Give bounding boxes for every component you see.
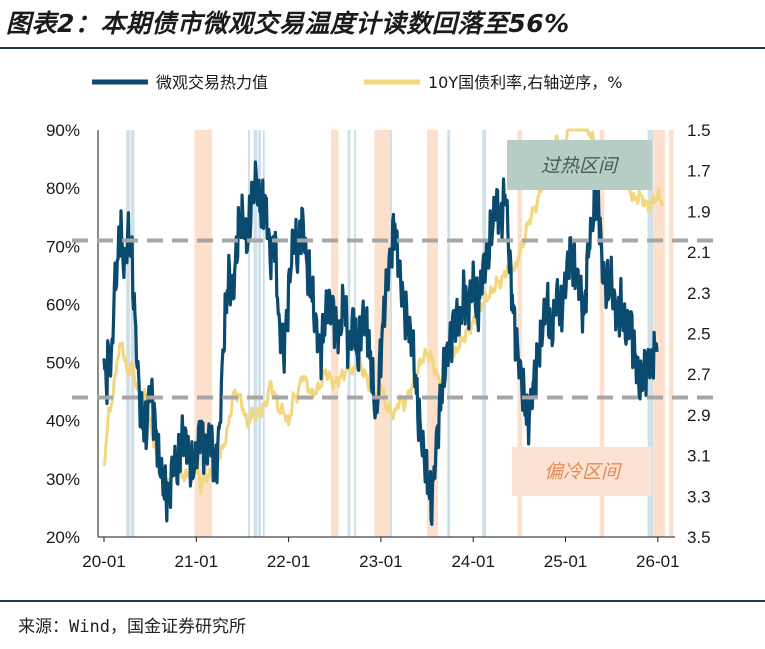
y-left-tick-label: 20% xyxy=(46,528,80,547)
legend-yield-label: 10Y国债利率,右轴逆序，% xyxy=(428,73,622,92)
overheat-band xyxy=(253,130,258,537)
x-tick-label: 22-01 xyxy=(267,552,310,571)
y-right-tick-label: 3.1 xyxy=(687,447,711,466)
overheat-band xyxy=(247,130,250,537)
title-underline xyxy=(0,47,765,49)
reference-lines xyxy=(72,238,713,400)
cold-label: 偏冷区间 xyxy=(544,461,623,483)
y-right-tick-label: 2.7 xyxy=(687,365,711,384)
y-left-tick-label: 40% xyxy=(46,412,80,431)
y-left-tick-label: 60% xyxy=(46,295,80,314)
x-tick-label: 26-01 xyxy=(636,552,679,571)
y-right-tick-label: 3.3 xyxy=(687,487,711,506)
y-left-tick-label: 90% xyxy=(46,121,80,140)
overheat-band xyxy=(647,130,654,537)
legend: 微观交易热力值 10Y国债利率,右轴逆序，% xyxy=(92,73,622,92)
footer-divider xyxy=(0,600,765,602)
series-lines xyxy=(102,128,664,526)
y-right-tick-label: 3.5 xyxy=(687,528,711,547)
x-tick-label: 21-01 xyxy=(175,552,218,571)
x-tick-label: 25-01 xyxy=(544,552,587,571)
y-right-tick-label: 2.5 xyxy=(687,325,711,344)
x-tick-label: 20-01 xyxy=(82,552,125,571)
overheat-band xyxy=(126,130,130,537)
source-note: 来源：Wind，国金证券研究所 xyxy=(18,617,246,637)
overheat-label: 过热区间 xyxy=(541,155,620,177)
y-right-tick-label: 2.9 xyxy=(687,406,711,425)
overheat-box xyxy=(507,140,652,190)
heat-line xyxy=(102,160,659,526)
chart-title: 图表2：本期债市微观交易温度计读数回落至56% xyxy=(6,9,570,38)
cold-band xyxy=(668,130,674,537)
y-right-tick-label: 2.1 xyxy=(687,243,711,262)
y-left-tick-label: 30% xyxy=(46,470,80,489)
y-right-tick-label: 1.7 xyxy=(687,162,711,181)
axes: 20% 30% 40% 50% 60% 70% 80% 90% 1.5 1.7 1.9 2.1 2.3 2… xyxy=(46,121,711,571)
legend-heat-label: 微观交易热力值 xyxy=(156,73,268,92)
x-tick-label: 24-01 xyxy=(451,552,494,571)
overheat-band xyxy=(262,130,265,537)
cold-band xyxy=(599,130,605,537)
overheat-band xyxy=(389,130,392,537)
y-left-tick-label: 50% xyxy=(46,354,80,373)
cold-band xyxy=(517,130,523,537)
y-left-tick-label: 70% xyxy=(46,237,80,256)
overheat-band xyxy=(482,130,487,537)
chart: 20% 30% 40% 50% 60% 70% 80% 90% 1.5 1.7 1.9 2.1 2.3 2… xyxy=(46,73,713,571)
x-tick-label: 23-01 xyxy=(359,552,402,571)
overheat-band xyxy=(130,130,135,537)
y-right-tick-label: 1.9 xyxy=(687,202,711,221)
cold-band xyxy=(427,130,439,537)
y-left-tick-label: 80% xyxy=(46,179,80,198)
cold-band xyxy=(653,130,666,537)
overheat-band xyxy=(258,130,261,537)
cold-box xyxy=(512,447,652,496)
y-right-tick-label: 2.3 xyxy=(687,284,711,303)
y-right-tick-label: 1.5 xyxy=(687,121,711,140)
